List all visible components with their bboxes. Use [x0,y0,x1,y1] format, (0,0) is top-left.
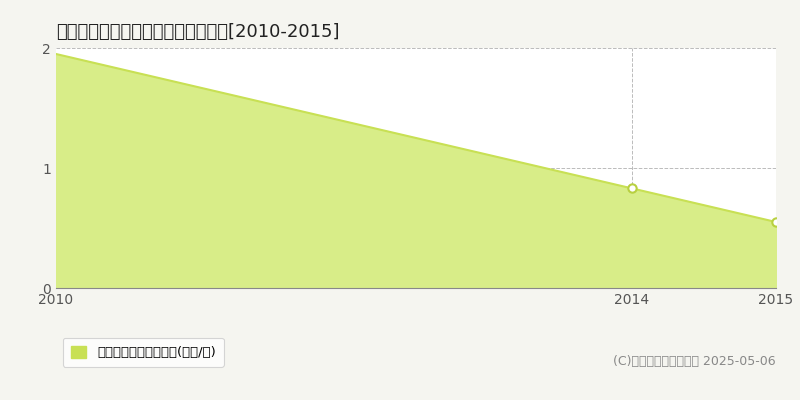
Legend: 土地価格　平均坤単価(万円/坤): 土地価格 平均坤単価(万円/坤) [62,338,223,367]
Text: 薄摩郡さつま町広瀬　土地価格推移[2010-2015]: 薄摩郡さつま町広瀬 土地価格推移[2010-2015] [56,23,339,41]
Text: (C)土地価格ドットコム 2025-05-06: (C)土地価格ドットコム 2025-05-06 [614,355,776,368]
